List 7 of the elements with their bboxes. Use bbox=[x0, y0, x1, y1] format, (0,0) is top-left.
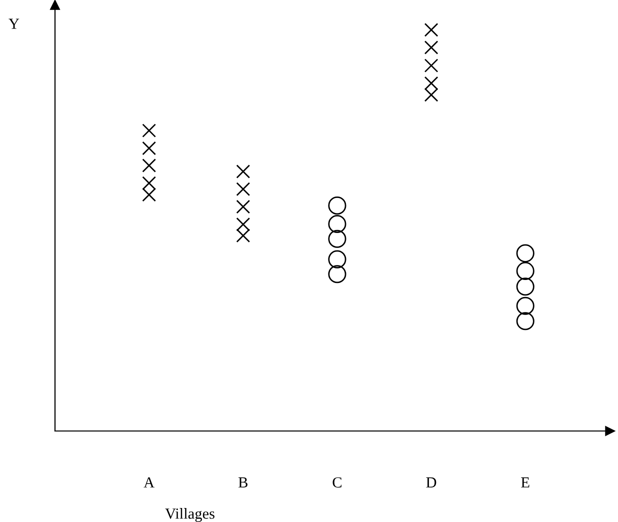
x-tick-label: D bbox=[426, 477, 436, 488]
x-axis-title: Villages bbox=[165, 508, 214, 522]
x-tick-label: C bbox=[332, 477, 342, 488]
y-axis-title: Y bbox=[8, 18, 20, 29]
x-tick-label: B bbox=[238, 477, 248, 488]
x-tick-label: A bbox=[144, 477, 154, 488]
x-tick-label: E bbox=[521, 477, 530, 488]
